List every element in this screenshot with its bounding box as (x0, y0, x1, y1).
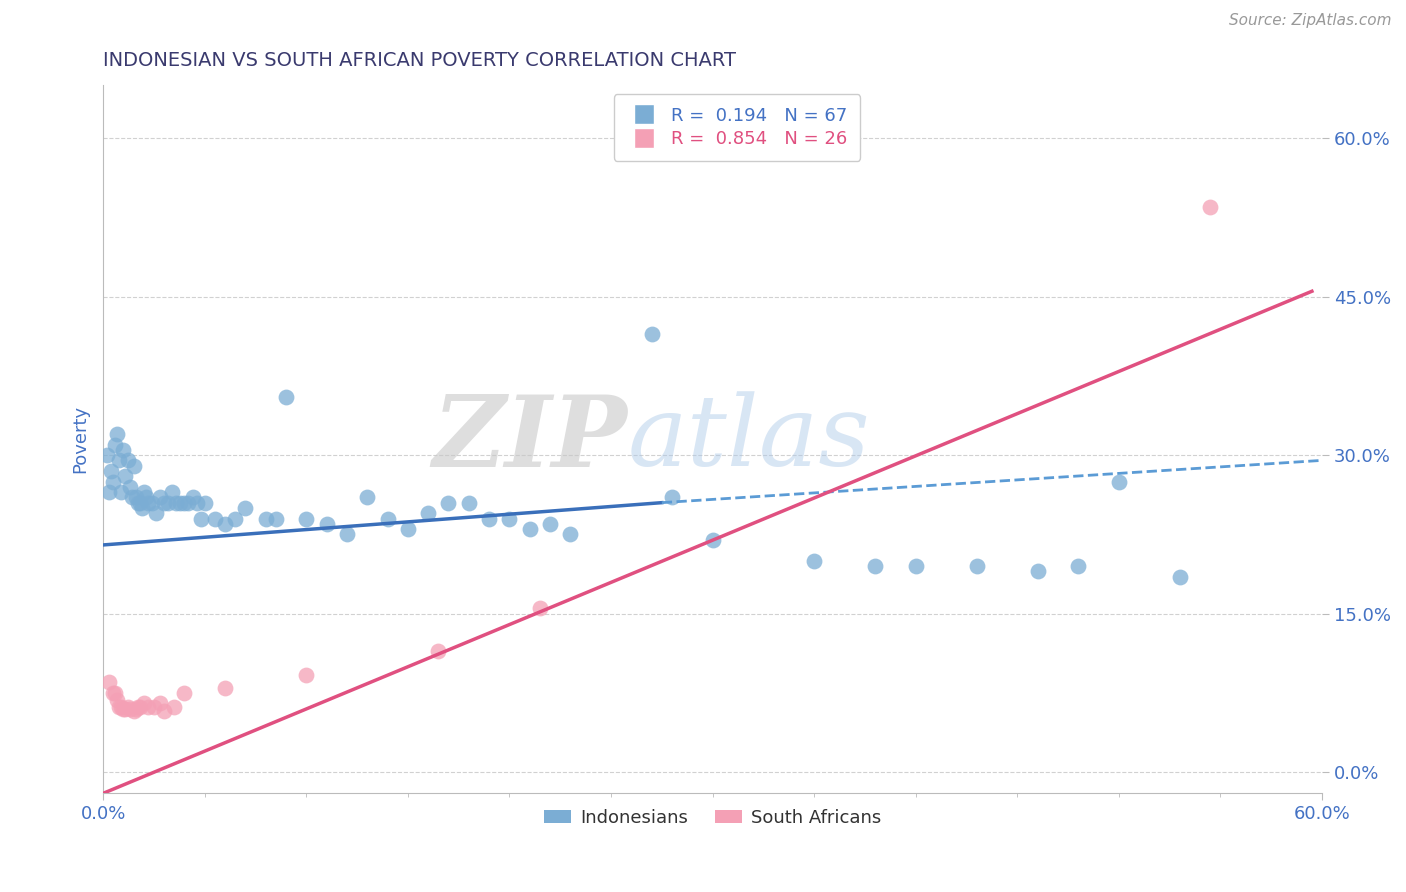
Point (131, 500, 153, 515)
Point (122, 704, 145, 718)
Point (418, 506, 440, 520)
Y-axis label: Poverty: Poverty (72, 405, 89, 474)
Point (661, 491, 683, 505)
Point (173, 496, 195, 510)
Point (100, 464, 122, 478)
Point (336, 527, 359, 541)
Point (153, 704, 176, 718)
Point (904, 559, 927, 574)
Point (122, 458, 145, 473)
Point (128, 699, 150, 714)
Point (177, 496, 200, 510)
Point (264, 511, 287, 525)
Point (114, 469, 136, 483)
Point (702, 533, 724, 547)
Point (214, 681, 236, 695)
Point (127, 496, 149, 510)
Point (149, 697, 172, 711)
Point (136, 699, 159, 714)
Point (1108, 475, 1130, 489)
Point (1199, 200, 1222, 214)
Point (121, 491, 143, 505)
Point (136, 496, 159, 510)
Point (110, 485, 132, 500)
Point (117, 453, 139, 467)
Point (254, 511, 277, 525)
Text: ZIP: ZIP (432, 391, 627, 488)
Point (127, 699, 149, 714)
Point (98, 675, 121, 690)
Point (135, 491, 157, 505)
Point (169, 496, 191, 510)
Point (160, 485, 183, 500)
Point (105, 693, 128, 707)
Point (132, 485, 155, 500)
Point (118, 480, 141, 494)
Point (1026, 565, 1049, 579)
Point (560, 527, 582, 541)
Point (295, 668, 318, 682)
Point (457, 496, 479, 510)
Point (96, 448, 118, 462)
Point (110, 699, 132, 714)
Point (98, 485, 121, 500)
Point (142, 699, 165, 714)
Point (104, 437, 127, 451)
Point (204, 511, 226, 525)
Point (478, 511, 501, 525)
Point (437, 496, 460, 510)
Point (108, 699, 131, 714)
Point (104, 686, 127, 700)
Point (103, 686, 125, 700)
Point (118, 702, 141, 716)
Point (315, 516, 337, 531)
Point (538, 516, 561, 531)
Point (181, 491, 204, 505)
Point (153, 496, 176, 510)
Point (103, 475, 125, 489)
Point (1168, 569, 1191, 583)
Point (163, 699, 186, 714)
Point (356, 491, 378, 505)
Point (190, 511, 212, 525)
Point (966, 559, 988, 574)
Text: INDONESIAN VS SOUTH AFRICAN POVERTY CORRELATION CHART: INDONESIAN VS SOUTH AFRICAN POVERTY CORR… (103, 51, 737, 70)
Text: Source: ZipAtlas.com: Source: ZipAtlas.com (1229, 13, 1392, 29)
Point (194, 496, 217, 510)
Point (145, 506, 167, 520)
Point (640, 326, 662, 341)
Point (124, 491, 146, 505)
Point (863, 559, 886, 574)
Point (165, 496, 187, 510)
Point (132, 697, 155, 711)
Point (295, 511, 318, 525)
Point (114, 702, 136, 716)
Point (1067, 559, 1090, 574)
Point (105, 426, 128, 441)
Text: atlas: atlas (627, 392, 870, 487)
Point (377, 511, 399, 525)
Point (173, 686, 195, 700)
Point (396, 522, 419, 536)
Point (157, 496, 180, 510)
Point (224, 511, 246, 525)
Point (124, 702, 146, 716)
Point (141, 496, 163, 510)
Point (498, 511, 520, 525)
Point (112, 702, 135, 716)
Point (108, 453, 131, 467)
Point (112, 442, 135, 457)
Point (186, 496, 208, 510)
Legend: Indonesians, South Africans: Indonesians, South Africans (537, 801, 889, 834)
Point (427, 643, 450, 657)
Point (529, 601, 551, 615)
Point (803, 554, 825, 568)
Point (128, 496, 150, 510)
Point (274, 390, 297, 404)
Point (233, 500, 256, 515)
Point (519, 522, 541, 536)
Point (214, 516, 236, 531)
Point (117, 699, 139, 714)
Point (149, 491, 172, 505)
